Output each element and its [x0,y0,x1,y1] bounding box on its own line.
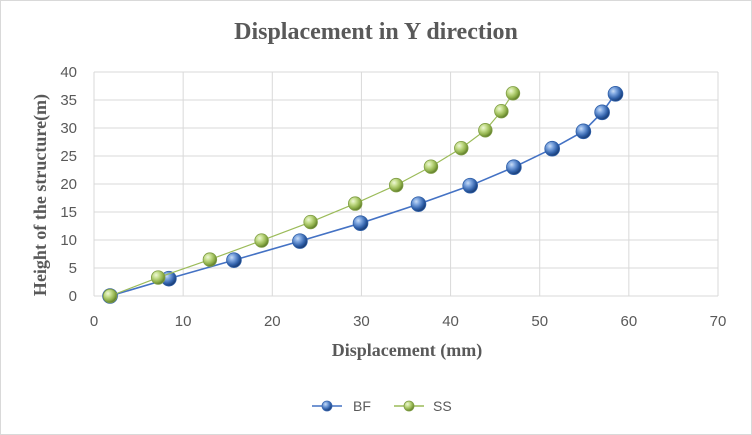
x-tick-label: 40 [442,313,459,330]
y-tick-label: 25 [60,148,77,165]
legend-bf-marker [321,400,333,412]
data-point-bf [575,123,592,140]
x-tick-label: 30 [353,313,370,330]
x-tick-label: 60 [621,313,638,330]
series-line-ss [109,92,514,297]
x-tick-label: 0 [90,313,98,330]
x-tick-label: 70 [710,313,727,330]
data-point-ss [423,159,439,174]
legend: BF SS [312,398,452,414]
chart-title: Displacement in Y direction [234,19,518,45]
data-point-bf [292,233,308,249]
data-point-ss [478,123,493,138]
data-series [102,86,624,304]
legend-bf-label: BF [353,398,371,414]
data-point-ss [494,103,509,119]
data-point-bf [226,252,242,268]
tick-labels: 0 10 20 30 40 50 60 70 0 5 10 15 20 25 30 35 40 [60,64,726,330]
series-markers-bf [102,86,624,304]
data-point-ss [388,177,404,193]
data-point-ss [454,140,469,156]
y-tick-label: 30 [60,120,77,137]
legend-ss-label: SS [433,398,452,414]
grid-lines [93,71,719,297]
data-point-ss [202,252,218,267]
y-tick-label: 20 [60,176,77,193]
data-point-bf [594,104,610,121]
x-tick-label: 20 [264,313,281,330]
data-point-bf [544,140,560,157]
data-point-ss [150,270,166,285]
legend-ss-marker [403,400,415,412]
data-point-bf [410,196,427,212]
data-point-ss [347,196,363,211]
y-tick-label: 5 [69,260,77,277]
y-axis-title: Height of the structure(m) [30,94,51,296]
y-tick-label: 35 [60,92,77,109]
x-axis-title: Displacement (mm) [332,340,482,361]
y-tick-label: 10 [60,232,77,249]
data-point-ss [254,233,269,248]
y-tick-label: 40 [60,64,77,81]
data-point-bf [462,177,478,194]
data-point-bf [352,215,369,232]
x-tick-label: 50 [531,313,548,330]
data-point-ss [102,288,118,304]
data-point-bf [506,159,522,176]
data-point-ss [505,86,521,101]
y-tick-label: 15 [60,204,77,221]
y-tick-label: 0 [69,288,77,305]
data-point-ss [303,214,318,230]
x-tick-label: 10 [175,313,192,330]
series-markers-ss [102,86,521,304]
data-point-bf [607,86,624,102]
